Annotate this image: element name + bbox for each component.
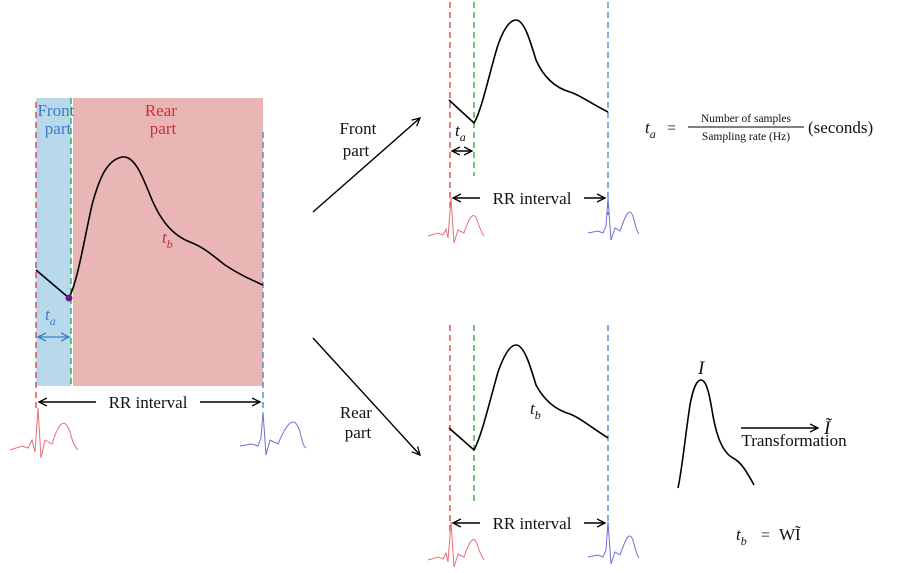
rear-branch-arrow	[312, 337, 420, 455]
front-part-label: Front part	[37, 101, 78, 138]
ta-formula-unit: (seconds)	[808, 118, 873, 137]
svg-text:=: =	[761, 527, 770, 544]
ta-formula-numerator: Number of samples	[701, 113, 792, 125]
rear-part-panel: tb RR interval	[427, 325, 640, 568]
front-branch-label: Front part	[339, 119, 380, 160]
transformation-waveform	[677, 379, 755, 489]
ta-formula: ta = Number of samples Sampling rate (Hz…	[645, 113, 873, 143]
left-ecg-red	[9, 407, 79, 459]
rear-branch-label: Rear part	[340, 403, 376, 442]
tb-formula-rhs: WĨ	[779, 525, 801, 544]
front-ppg-waveform	[448, 19, 609, 125]
front-branch-arrow	[312, 118, 420, 213]
transformation-panel: I Ĩ Transformation	[677, 358, 847, 489]
front-rr-interval-label: RR interval	[493, 189, 572, 208]
svg-text:tb: tb	[736, 525, 747, 548]
left-rr-interval-label: RR interval	[109, 393, 188, 412]
left-panel: Front part Rear part tb ta RR interval	[9, 98, 307, 459]
left-ppg-waveform	[35, 156, 264, 300]
rear-tb-label: tb	[530, 399, 541, 422]
transformation-label: Transformation	[741, 431, 847, 450]
left-tb-label: tb	[162, 228, 173, 251]
front-ta-label: ta	[455, 121, 466, 144]
signal-I-label: I	[697, 358, 706, 379]
left-ta-label: ta	[45, 305, 56, 328]
ta-formula-denominator: Sampling rate (Hz)	[702, 131, 790, 143]
front-part-panel: ta RR interval	[427, 2, 640, 244]
left-ecg-blue	[239, 411, 307, 456]
transformed-signal-label: Ĩ	[823, 418, 833, 439]
rear-part-region	[73, 98, 263, 386]
rear-ppg-waveform	[448, 344, 609, 452]
foot-point-marker	[65, 294, 73, 302]
svg-text:=: =	[667, 120, 676, 137]
branch-arrows: Front part Rear part	[312, 118, 420, 455]
front-part-region	[36, 98, 71, 386]
rear-part-label: Rear part	[145, 101, 181, 138]
rear-rr-interval-label: RR interval	[493, 514, 572, 533]
tb-formula: tb = WĨ	[736, 525, 801, 548]
svg-text:ta: ta	[645, 118, 656, 141]
